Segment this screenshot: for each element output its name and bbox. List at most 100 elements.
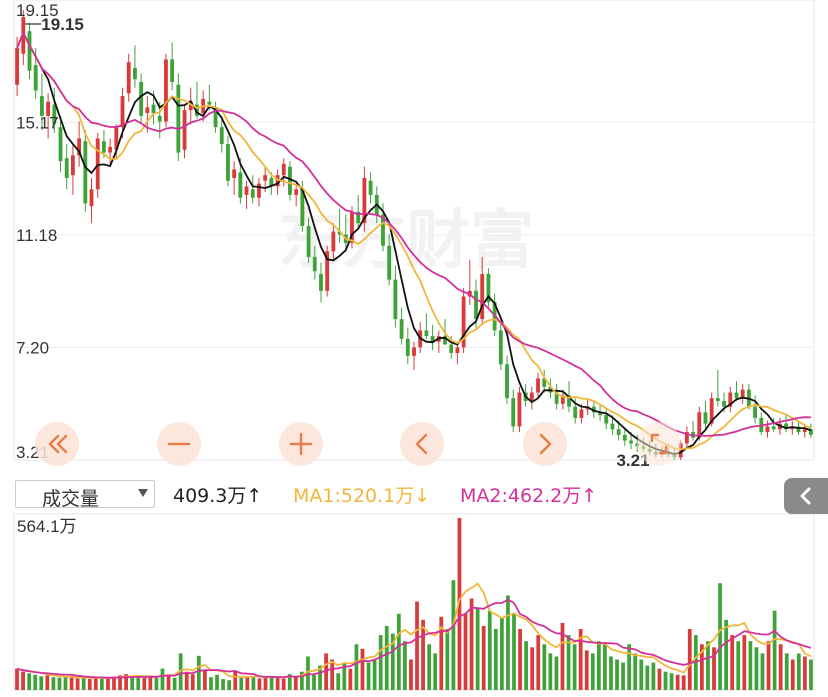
volume-ma-lines (16, 582, 812, 679)
candle-body (412, 347, 416, 356)
volume-bar (93, 677, 98, 690)
candle-body (486, 273, 491, 303)
chart-toolbar (35, 422, 681, 466)
volume-bar (651, 662, 656, 690)
reset-view-icon (650, 433, 668, 455)
volume-bar (51, 677, 56, 690)
candle-body (226, 144, 230, 181)
volume-ma1-line (16, 582, 812, 679)
candle-body (684, 432, 689, 444)
volume-ma2-line (16, 598, 812, 679)
volume-bar (609, 656, 613, 690)
candle-body (250, 189, 255, 198)
candle-body (306, 225, 311, 258)
zoom-in-icon (289, 432, 313, 456)
volume-bar (633, 653, 638, 690)
volume-bar (75, 678, 80, 690)
candle-body (808, 429, 813, 435)
scroll-far-left-button[interactable] (35, 422, 79, 466)
volume-bar (57, 677, 62, 690)
reset-view-button[interactable] (637, 422, 681, 466)
volume-bar (566, 635, 571, 690)
candle-body (15, 48, 20, 85)
volume-bar (336, 673, 341, 690)
dropdown-arrow-icon (138, 489, 148, 497)
candle-body (362, 177, 367, 224)
candle-body (83, 141, 88, 204)
volume-bar (518, 629, 522, 690)
candle-body (39, 96, 44, 116)
candle-body (27, 31, 32, 71)
volume-bar (330, 659, 335, 690)
candle-body (505, 364, 509, 399)
candle-body (598, 412, 602, 416)
volume-bar (809, 659, 813, 690)
volume-bar (281, 678, 286, 690)
collapse-panel-button[interactable] (784, 478, 828, 514)
volume-bar (33, 674, 38, 690)
volume-bar (572, 644, 577, 690)
scroll-right-button[interactable] (523, 422, 567, 466)
volume-bar (657, 668, 662, 690)
candle-body (784, 423, 789, 430)
candle-body (443, 336, 447, 345)
candle-body (356, 211, 361, 224)
volume-bar (184, 671, 189, 690)
volume-bar (378, 635, 383, 690)
volume-bar (772, 610, 777, 690)
volume-bar (445, 629, 450, 690)
volume-bar (221, 679, 225, 690)
candle-body (126, 62, 131, 94)
indicator-select[interactable]: 成交量 (15, 480, 155, 510)
volume-bar (693, 635, 698, 690)
volume-bar (803, 656, 807, 690)
candle-body (263, 175, 268, 181)
zoom-in-button[interactable] (279, 422, 323, 466)
candle-body (430, 336, 435, 342)
volume-bar (615, 659, 619, 690)
candle-body (573, 406, 578, 418)
candle-body (95, 138, 100, 190)
volume-bar (263, 676, 268, 690)
candle-body (399, 319, 404, 339)
candle-body (269, 177, 274, 187)
candle-body (89, 189, 94, 207)
candle-body (554, 392, 559, 404)
scroll-left-button[interactable] (400, 422, 444, 466)
chevron-left-icon (800, 487, 811, 505)
candle-body (511, 398, 516, 427)
candle-body (802, 429, 807, 433)
candle-body (257, 183, 261, 198)
candle-body (213, 107, 218, 128)
volume-bar (215, 674, 219, 690)
candle-body (610, 423, 615, 430)
volume-bar (421, 619, 425, 690)
candle-body (350, 211, 354, 243)
volume-bar (681, 675, 686, 690)
candle-body (188, 101, 193, 111)
volume-bar (451, 580, 456, 690)
volume-bar (354, 644, 359, 690)
candle-body (120, 96, 125, 128)
volume-bar (603, 644, 607, 690)
scroll-left-icon (415, 433, 428, 455)
candle-body (157, 115, 162, 122)
candle-body (176, 84, 181, 153)
candle-body (715, 398, 720, 401)
volume-bar (590, 653, 595, 690)
candle-body (244, 186, 249, 195)
volume-bar (627, 644, 632, 690)
volume-bar (384, 625, 389, 690)
volume-bar (427, 644, 432, 690)
volume-bar (118, 675, 122, 690)
volume-bar (736, 641, 741, 690)
volume-bar (639, 659, 644, 690)
legend-volume: 409.3万↑ (173, 485, 263, 507)
candle-body (678, 443, 683, 458)
zoom-out-button[interactable] (157, 422, 201, 466)
volume-bar (136, 677, 141, 690)
candle-body (796, 426, 801, 433)
volume-bar (663, 671, 668, 690)
candle-body (567, 395, 571, 407)
